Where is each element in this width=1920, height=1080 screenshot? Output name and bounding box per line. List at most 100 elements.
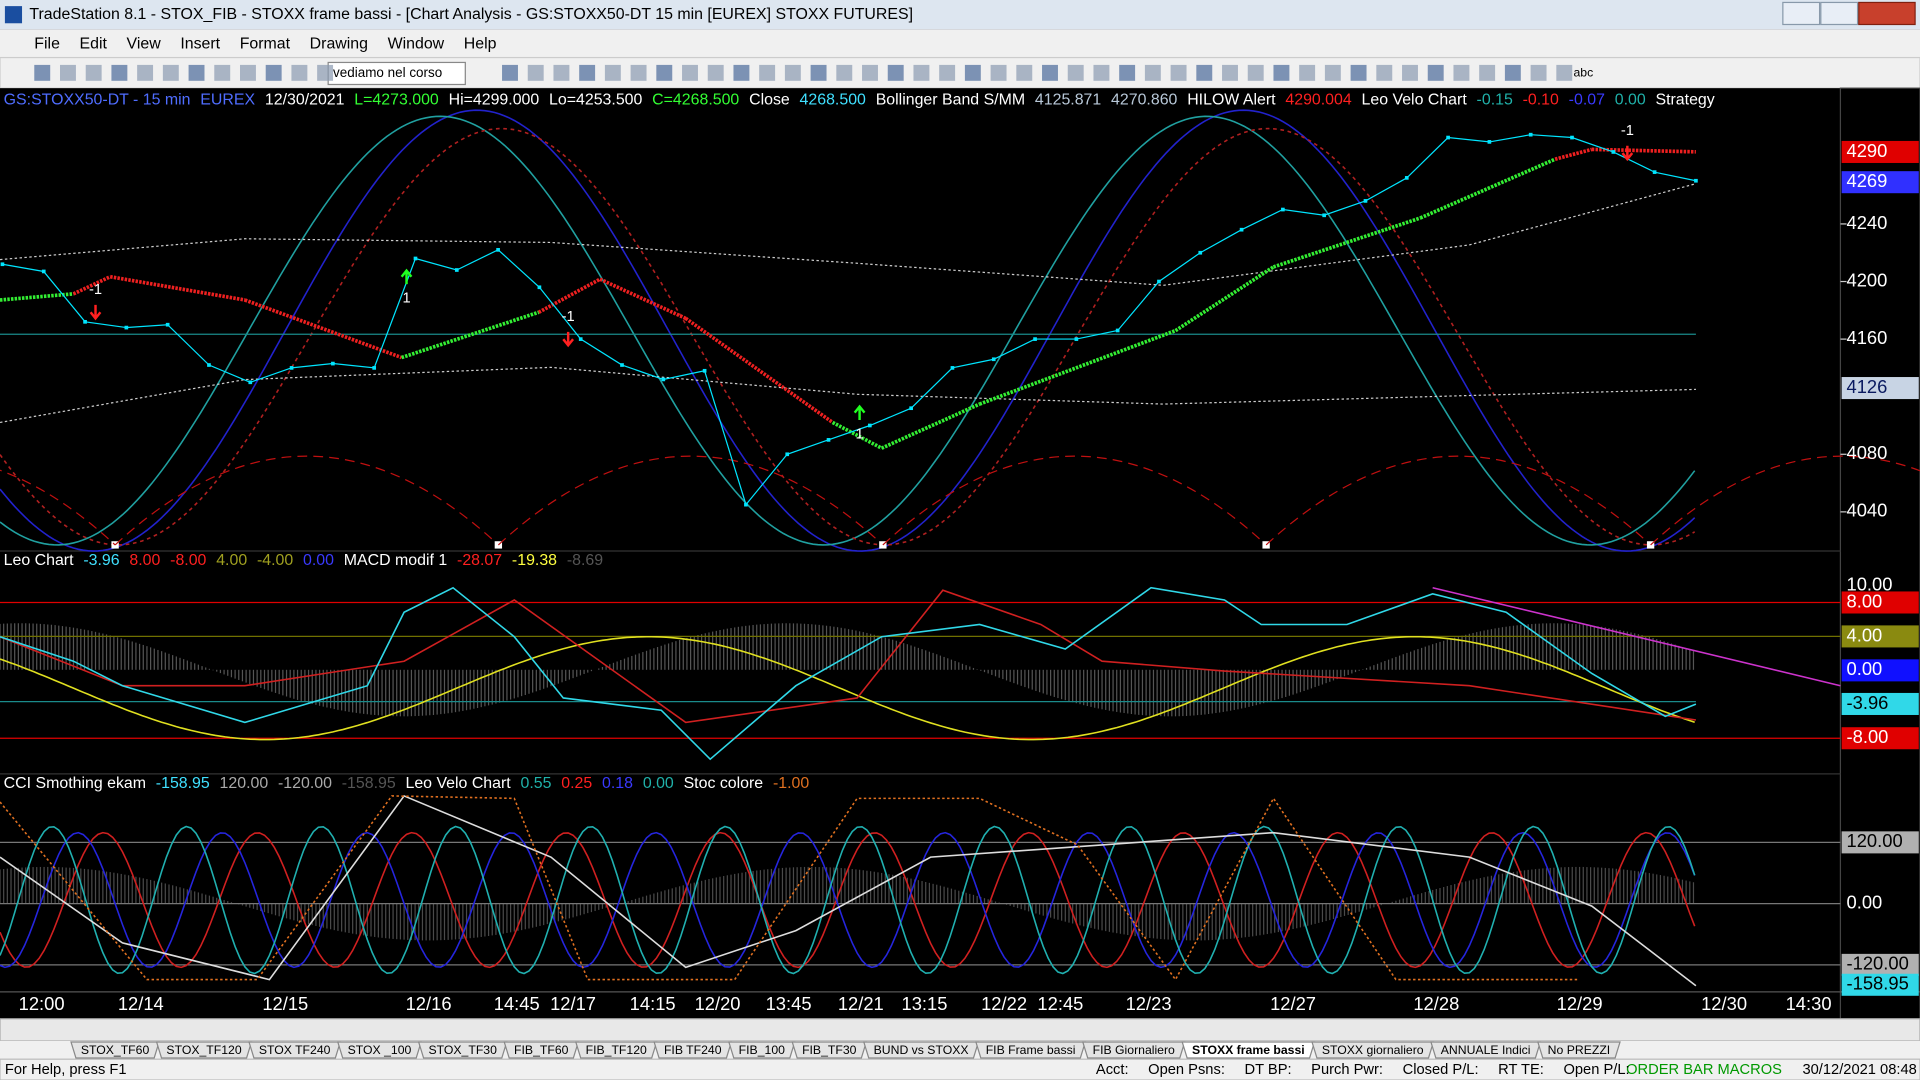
tab[interactable]	[728, 1041, 796, 1059]
tab[interactable]	[1311, 1041, 1435, 1059]
tab-label[interactable]: STOXX giornaliero	[1322, 1043, 1424, 1057]
text-tool[interactable]: abc	[1573, 66, 1593, 80]
tab-label[interactable]: STOX_TF120	[166, 1043, 241, 1057]
tab[interactable]	[155, 1041, 253, 1059]
toolbar-icon[interactable]	[810, 64, 827, 81]
toolbar-icon[interactable]	[1273, 64, 1290, 81]
toolbar-icon[interactable]	[630, 64, 647, 81]
toolbar-icon[interactable]	[291, 64, 308, 81]
toolbar-icon[interactable]	[60, 64, 76, 81]
toolbar-icon[interactable]	[759, 64, 776, 81]
tab[interactable]	[1537, 1041, 1621, 1059]
menu-item[interactable]: Edit	[80, 35, 108, 52]
tab[interactable]	[1081, 1041, 1186, 1059]
tab-label[interactable]: STOXX frame bassi	[1192, 1043, 1305, 1057]
toolbar-icon[interactable]	[1402, 64, 1418, 81]
tab-label[interactable]: STOX _100	[348, 1043, 412, 1057]
toolbar-icon[interactable]	[1479, 64, 1496, 81]
toolbar-icon[interactable]	[527, 64, 544, 81]
close-button[interactable]	[1858, 1, 1916, 26]
toolbar-icon[interactable]	[502, 64, 518, 81]
tab-label[interactable]: ANNUALE Indici	[1441, 1043, 1531, 1057]
tab-label[interactable]: STOX_TF30	[428, 1043, 497, 1057]
menu-item[interactable]: Insert	[180, 35, 220, 52]
toolbar-icon[interactable]	[1376, 64, 1393, 81]
toolbar-icon[interactable]	[1324, 64, 1341, 81]
toolbar-icon[interactable]	[188, 64, 205, 81]
tab[interactable]	[70, 1041, 160, 1059]
tab-label[interactable]: FIB_TF60	[514, 1043, 569, 1057]
toolbar-icon[interactable]	[1530, 64, 1547, 81]
toolbar-icon[interactable]	[1247, 64, 1264, 81]
tab[interactable]	[862, 1041, 980, 1059]
toolbar-icon[interactable]	[1427, 64, 1444, 81]
toolbar-icon[interactable]	[579, 64, 596, 81]
macros-text[interactable]: ORDER BAR MACROS	[1626, 1062, 1782, 1078]
toolbar-icon[interactable]	[1299, 64, 1316, 81]
menu-item[interactable]: Drawing	[310, 35, 368, 52]
tab-label[interactable]: FIB_100	[739, 1043, 785, 1057]
tab[interactable]	[791, 1041, 868, 1059]
tab[interactable]	[1430, 1041, 1542, 1059]
toolbar-icon[interactable]	[836, 64, 853, 81]
scrollbar[interactable]	[0, 1018, 1920, 1042]
toolbar-icon[interactable]	[553, 64, 570, 81]
tab[interactable]	[975, 1041, 1087, 1059]
toolbar-icon[interactable]	[317, 64, 334, 81]
tab-label[interactable]: FIB_TF30	[802, 1043, 857, 1057]
tab-label[interactable]: BUND vs STOXX	[874, 1043, 969, 1057]
toolbar-icon[interactable]	[1170, 64, 1187, 81]
toolbar-icon[interactable]	[111, 64, 128, 81]
toolbar-icon[interactable]	[1504, 64, 1521, 81]
toolbar-icon[interactable]	[265, 64, 282, 81]
toolbar-icon[interactable]	[1144, 64, 1161, 81]
menu-item[interactable]: View	[127, 35, 162, 52]
toolbar-icon[interactable]	[240, 64, 256, 81]
menu-item[interactable]: Help	[464, 35, 497, 52]
toolbar-icon[interactable]	[1222, 64, 1238, 81]
toolbar-icon[interactable]	[1350, 64, 1367, 81]
toolbar-icon[interactable]	[862, 64, 878, 81]
tab-label[interactable]: FIB Giornaliero	[1093, 1043, 1175, 1057]
toolbar-icon[interactable]	[1042, 64, 1058, 81]
tab[interactable]	[574, 1041, 658, 1059]
minimize-button[interactable]	[1782, 1, 1821, 26]
tab-label[interactable]: FIB Frame bassi	[986, 1043, 1076, 1057]
toolbar-icon[interactable]	[1119, 64, 1136, 81]
toolbar-icon[interactable]	[1556, 64, 1573, 81]
menu-item[interactable]: Format	[240, 35, 291, 52]
tab-label[interactable]: FIB_TF120	[586, 1043, 647, 1057]
toolbar-icon[interactable]	[214, 64, 231, 81]
toolbar-icon[interactable]	[656, 64, 673, 81]
toolbar-icon[interactable]	[604, 64, 621, 81]
toolbar-icon[interactable]	[137, 64, 154, 81]
toolbar-icon[interactable]	[887, 64, 904, 81]
menu-item[interactable]: File	[34, 35, 60, 52]
toolbar-icon[interactable]	[34, 64, 51, 81]
toolbar-icon[interactable]	[1453, 64, 1470, 81]
tab[interactable]	[336, 1041, 422, 1059]
toolbar-icon[interactable]	[1093, 64, 1110, 81]
toolbar-icon[interactable]	[1067, 64, 1084, 81]
toolbar-icon[interactable]	[682, 64, 698, 81]
toolbar-icon[interactable]	[85, 64, 102, 81]
toolbar-icon[interactable]	[707, 64, 724, 81]
toolbar-icon[interactable]	[990, 64, 1007, 81]
toolbar-icon[interactable]	[784, 64, 801, 81]
toolbar-icon[interactable]	[939, 64, 956, 81]
tab-label[interactable]: FIB TF240	[664, 1043, 722, 1057]
tab-label[interactable]: STOX_TF60	[81, 1043, 150, 1057]
tab[interactable]	[503, 1041, 580, 1059]
toolbar-icon[interactable]	[1196, 64, 1213, 81]
tab[interactable]	[417, 1041, 508, 1059]
toolbar-icon[interactable]	[733, 64, 750, 81]
toolbar-icon[interactable]	[1016, 64, 1033, 81]
toolbar-icon[interactable]	[964, 64, 981, 81]
toolbar-icon[interactable]	[162, 64, 179, 81]
tab[interactable]	[653, 1041, 733, 1059]
tab-label[interactable]: No PREZZI	[1548, 1043, 1611, 1057]
menu-item[interactable]: Window	[388, 35, 445, 52]
toolbar-icon[interactable]	[913, 64, 930, 81]
tab-label[interactable]: STOX TF240	[259, 1043, 331, 1057]
maximize-button[interactable]	[1820, 1, 1859, 26]
